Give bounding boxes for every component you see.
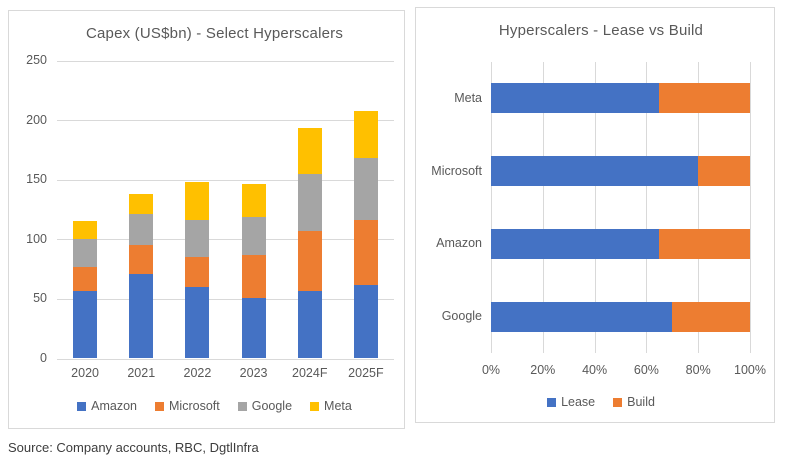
legend-item-amazon: Amazon bbox=[77, 399, 137, 413]
x-tick-label: 60% bbox=[633, 363, 659, 377]
bar-segment-google-2025f bbox=[353, 158, 378, 221]
x-tick-label: 2025F bbox=[348, 366, 384, 380]
bar-segment-amazon-2025f bbox=[353, 284, 378, 359]
gridline bbox=[646, 62, 648, 353]
bar-segment-lease-google bbox=[491, 301, 673, 332]
bar-segment-google-2020 bbox=[73, 239, 98, 267]
legend-item-meta: Meta bbox=[310, 399, 352, 413]
legend-label: Microsoft bbox=[169, 399, 220, 413]
bar-segment-microsoft-2021 bbox=[129, 245, 154, 274]
chart-legend: Lease Build bbox=[422, 395, 780, 409]
y-tick-label: 150 bbox=[26, 172, 47, 187]
gridline bbox=[750, 62, 751, 353]
legend-label: Amazon bbox=[91, 399, 138, 413]
legend-label: Lease bbox=[561, 395, 596, 409]
gridline bbox=[57, 120, 394, 122]
chart-legend: Amazon Microsoft Google Meta bbox=[17, 399, 412, 413]
gridline bbox=[57, 239, 394, 241]
capex-chart-panel: Capex (US$bn) - Select Hyperscalers 0 50 1… bbox=[8, 10, 405, 429]
bar-segment-amazon-2023 bbox=[241, 297, 266, 359]
bar-segment-amazon-2020 bbox=[73, 290, 98, 359]
legend-label: Build bbox=[627, 395, 655, 409]
bar-segment-build-microsoft bbox=[698, 156, 750, 187]
category-label-amazon: Amazon bbox=[436, 236, 482, 251]
bar-segment-microsoft-2022 bbox=[185, 257, 210, 287]
bar-segment-lease-amazon bbox=[491, 228, 660, 259]
x-tick-label: 0% bbox=[481, 363, 501, 377]
bar-segment-meta-2022 bbox=[185, 182, 210, 221]
x-tick-label: 100% bbox=[734, 363, 766, 377]
x-tick-label: 2024F bbox=[292, 366, 328, 380]
gridline bbox=[594, 62, 596, 353]
legend-swatch-icon bbox=[155, 401, 165, 411]
legend-swatch-icon bbox=[547, 397, 557, 407]
y-tick-label: 0 bbox=[40, 351, 47, 365]
bar-segment-amazon-2022 bbox=[185, 286, 210, 359]
bar-segment-amazon-2024f bbox=[297, 290, 322, 359]
gridline bbox=[491, 62, 492, 353]
gridline bbox=[542, 62, 544, 353]
legend-label: Meta bbox=[324, 399, 352, 413]
x-tick-label: 2022 bbox=[183, 366, 212, 380]
legend-swatch-icon bbox=[613, 397, 623, 407]
legend-swatch-icon bbox=[310, 401, 320, 411]
lease-build-chart-title: Hyperscalers - Lease vs Build bbox=[498, 22, 704, 39]
bar-segment-microsoft-2023 bbox=[241, 254, 266, 298]
bar-segment-lease-meta bbox=[491, 83, 660, 114]
x-tick-label: 80% bbox=[685, 363, 711, 377]
bar-segment-meta-2021 bbox=[129, 194, 154, 215]
legend-item-microsoft: Microsoft bbox=[155, 399, 220, 413]
y-tick-label: 100 bbox=[26, 231, 47, 246]
bar-segment-google-2021 bbox=[129, 214, 154, 246]
bar-segment-meta-2023 bbox=[241, 184, 266, 217]
y-tick-label: 50 bbox=[33, 291, 47, 306]
gridline bbox=[57, 60, 394, 62]
category-label-google: Google bbox=[441, 309, 482, 324]
legend-label: Google bbox=[251, 399, 293, 413]
bar-segment-meta-2020 bbox=[73, 221, 98, 240]
x-tick-label: 20% bbox=[530, 363, 556, 377]
bar-segment-lease-microsoft bbox=[491, 156, 699, 187]
legend-swatch-icon bbox=[77, 401, 87, 411]
bar-segment-build-meta bbox=[659, 83, 750, 114]
legend-item-build: Build bbox=[613, 395, 655, 409]
y-tick-label: 200 bbox=[26, 112, 47, 127]
bar-segment-google-2022 bbox=[185, 220, 210, 258]
gridline bbox=[57, 358, 394, 360]
x-tick-label: 2023 bbox=[239, 366, 268, 380]
bar-segment-amazon-2021 bbox=[129, 273, 154, 359]
bar-segment-meta-2024f bbox=[297, 128, 322, 174]
x-tick-label: 2020 bbox=[71, 366, 99, 380]
bar-segment-meta-2025f bbox=[353, 110, 378, 159]
capex-chart-title: Capex (US$bn) - Select Hyperscalers bbox=[85, 25, 344, 42]
legend-item-lease: Lease bbox=[547, 395, 595, 409]
bar-segment-microsoft-2025f bbox=[353, 220, 378, 285]
x-tick-label: 40% bbox=[582, 363, 608, 377]
bar-segment-build-google bbox=[672, 301, 750, 332]
category-label-meta: Meta bbox=[454, 90, 482, 105]
y-tick-label: 250 bbox=[26, 53, 47, 67]
category-label-microsoft: Microsoft bbox=[431, 163, 482, 178]
gridline bbox=[57, 179, 394, 181]
bar-segment-microsoft-2024f bbox=[297, 230, 322, 291]
source-note: Source: Company accounts, RBC, DgtlInfra bbox=[8, 440, 259, 455]
bar-segment-build-amazon bbox=[659, 228, 750, 259]
bar-segment-google-2023 bbox=[241, 216, 266, 255]
legend-swatch-icon bbox=[237, 401, 247, 411]
lease-build-chart-panel: Hyperscalers - Lease vs Build 0% 20% 40% 60… bbox=[415, 7, 775, 423]
x-tick-label: 2021 bbox=[127, 366, 156, 380]
bar-segment-microsoft-2020 bbox=[73, 266, 98, 291]
gridline bbox=[57, 298, 394, 300]
gridline bbox=[698, 62, 700, 353]
legend-item-google: Google bbox=[237, 399, 293, 413]
bar-segment-google-2024f bbox=[297, 173, 322, 231]
